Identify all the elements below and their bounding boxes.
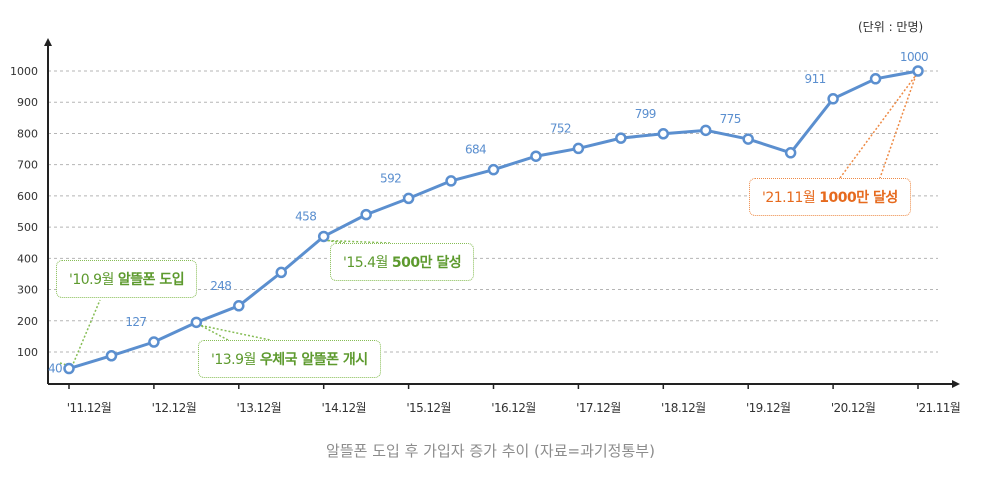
data-label: 1000 xyxy=(900,50,928,64)
y-tick-label: 700 xyxy=(17,159,38,172)
data-point xyxy=(869,73,882,85)
data-label: 592 xyxy=(380,171,401,185)
y-tick-labels: 100 200 300 400 500 600 700 800 900 1000 xyxy=(10,65,38,359)
x-tick-label: '14.12월 xyxy=(321,401,366,415)
data-point xyxy=(445,175,457,187)
callout-leader xyxy=(199,324,271,341)
data-points xyxy=(63,65,924,375)
data-point xyxy=(657,128,670,140)
data-point xyxy=(63,362,75,375)
data-point xyxy=(275,266,287,279)
x-tick-label: '20.12월 xyxy=(831,401,876,415)
x-tick-label: '19.12월 xyxy=(746,401,791,415)
data-point xyxy=(784,147,797,159)
data-point xyxy=(105,349,118,362)
x-tick-label: '11.12월 xyxy=(67,401,112,415)
data-labels: 40 127 248 458 592 684 752 799 775 911 1000 xyxy=(48,50,929,376)
annotation-callout: '21.11월 1000만 달성 xyxy=(749,178,911,216)
x-tick-label: '16.12월 xyxy=(491,401,536,415)
data-point xyxy=(615,132,627,144)
data-point xyxy=(317,230,330,243)
callout-leader xyxy=(326,239,391,244)
y-tick-label: 800 xyxy=(17,127,38,140)
data-label: 458 xyxy=(295,209,316,223)
y-axis-arrow xyxy=(44,38,52,46)
annotation-callout: '15.4월 500만 달성 xyxy=(330,243,475,281)
y-tick-label: 200 xyxy=(17,315,38,328)
annotation-text: 500만 달성 xyxy=(391,255,462,271)
y-tick-label: 500 xyxy=(17,221,38,234)
data-point xyxy=(912,65,924,77)
data-label: 127 xyxy=(125,315,146,329)
y-tick-label: 100 xyxy=(17,346,38,359)
annotation-callout: '13.9월 우체국 알뜰폰 개시 xyxy=(198,340,381,378)
data-label: 752 xyxy=(550,121,571,135)
x-tick-label: '13.12월 xyxy=(237,401,282,415)
data-label: 911 xyxy=(805,72,826,86)
callout-leaders xyxy=(59,74,917,368)
data-point xyxy=(742,133,754,145)
data-point xyxy=(148,336,160,348)
annotation-date: '10.9월 xyxy=(69,272,118,288)
annotation-text: 알뜰폰 도입 xyxy=(117,272,185,288)
data-point xyxy=(572,142,585,155)
data-label: 248 xyxy=(210,279,231,293)
y-tick-label: 1000 xyxy=(10,65,38,78)
data-point xyxy=(190,316,203,329)
annotation-callout: '10.9월 알뜰폰 도입 xyxy=(56,260,198,298)
axes xyxy=(44,38,960,388)
annotation-date: '13.9월 xyxy=(211,352,260,368)
data-label: 684 xyxy=(465,143,486,157)
data-point xyxy=(487,163,500,176)
x-tick-label: '12.12월 xyxy=(152,401,197,415)
x-tick-labels: '11.12월 '12.12월 '13.12월 '14.12월 '15.12월 '16.1… xyxy=(67,384,961,415)
y-tick-label: 900 xyxy=(17,96,38,109)
data-point xyxy=(530,150,542,162)
callout-leader xyxy=(59,299,101,368)
annotation-date: '15.4월 xyxy=(343,255,392,271)
data-point xyxy=(360,208,372,221)
data-point xyxy=(402,192,415,205)
annotation-date: '21.11월 xyxy=(762,190,820,206)
annotation-text: 우체국 알뜰폰 개시 xyxy=(259,352,368,368)
data-point xyxy=(700,124,712,137)
annotation-text: 1000만 달성 xyxy=(819,190,898,206)
data-point xyxy=(233,300,245,312)
x-tick-label: '21.11월 xyxy=(916,401,961,415)
y-tick-label: 400 xyxy=(17,252,38,265)
x-axis-arrow xyxy=(952,380,960,388)
x-tick-label: '18.12월 xyxy=(661,401,706,415)
data-label: 799 xyxy=(635,107,656,121)
y-tick-label: 600 xyxy=(17,190,38,203)
x-tick-label: '15.12월 xyxy=(406,401,451,415)
y-tick-label: 300 xyxy=(17,284,38,297)
data-label: 775 xyxy=(720,112,741,126)
chart-caption: 알뜰폰 도입 후 가입자 증가 추이 (자료=과기정통부) xyxy=(326,442,655,460)
data-label: 40 xyxy=(48,362,62,376)
unit-label: (단위 : 만명) xyxy=(858,20,924,34)
x-tick-label: '17.12월 xyxy=(576,401,621,415)
data-point xyxy=(827,93,839,105)
